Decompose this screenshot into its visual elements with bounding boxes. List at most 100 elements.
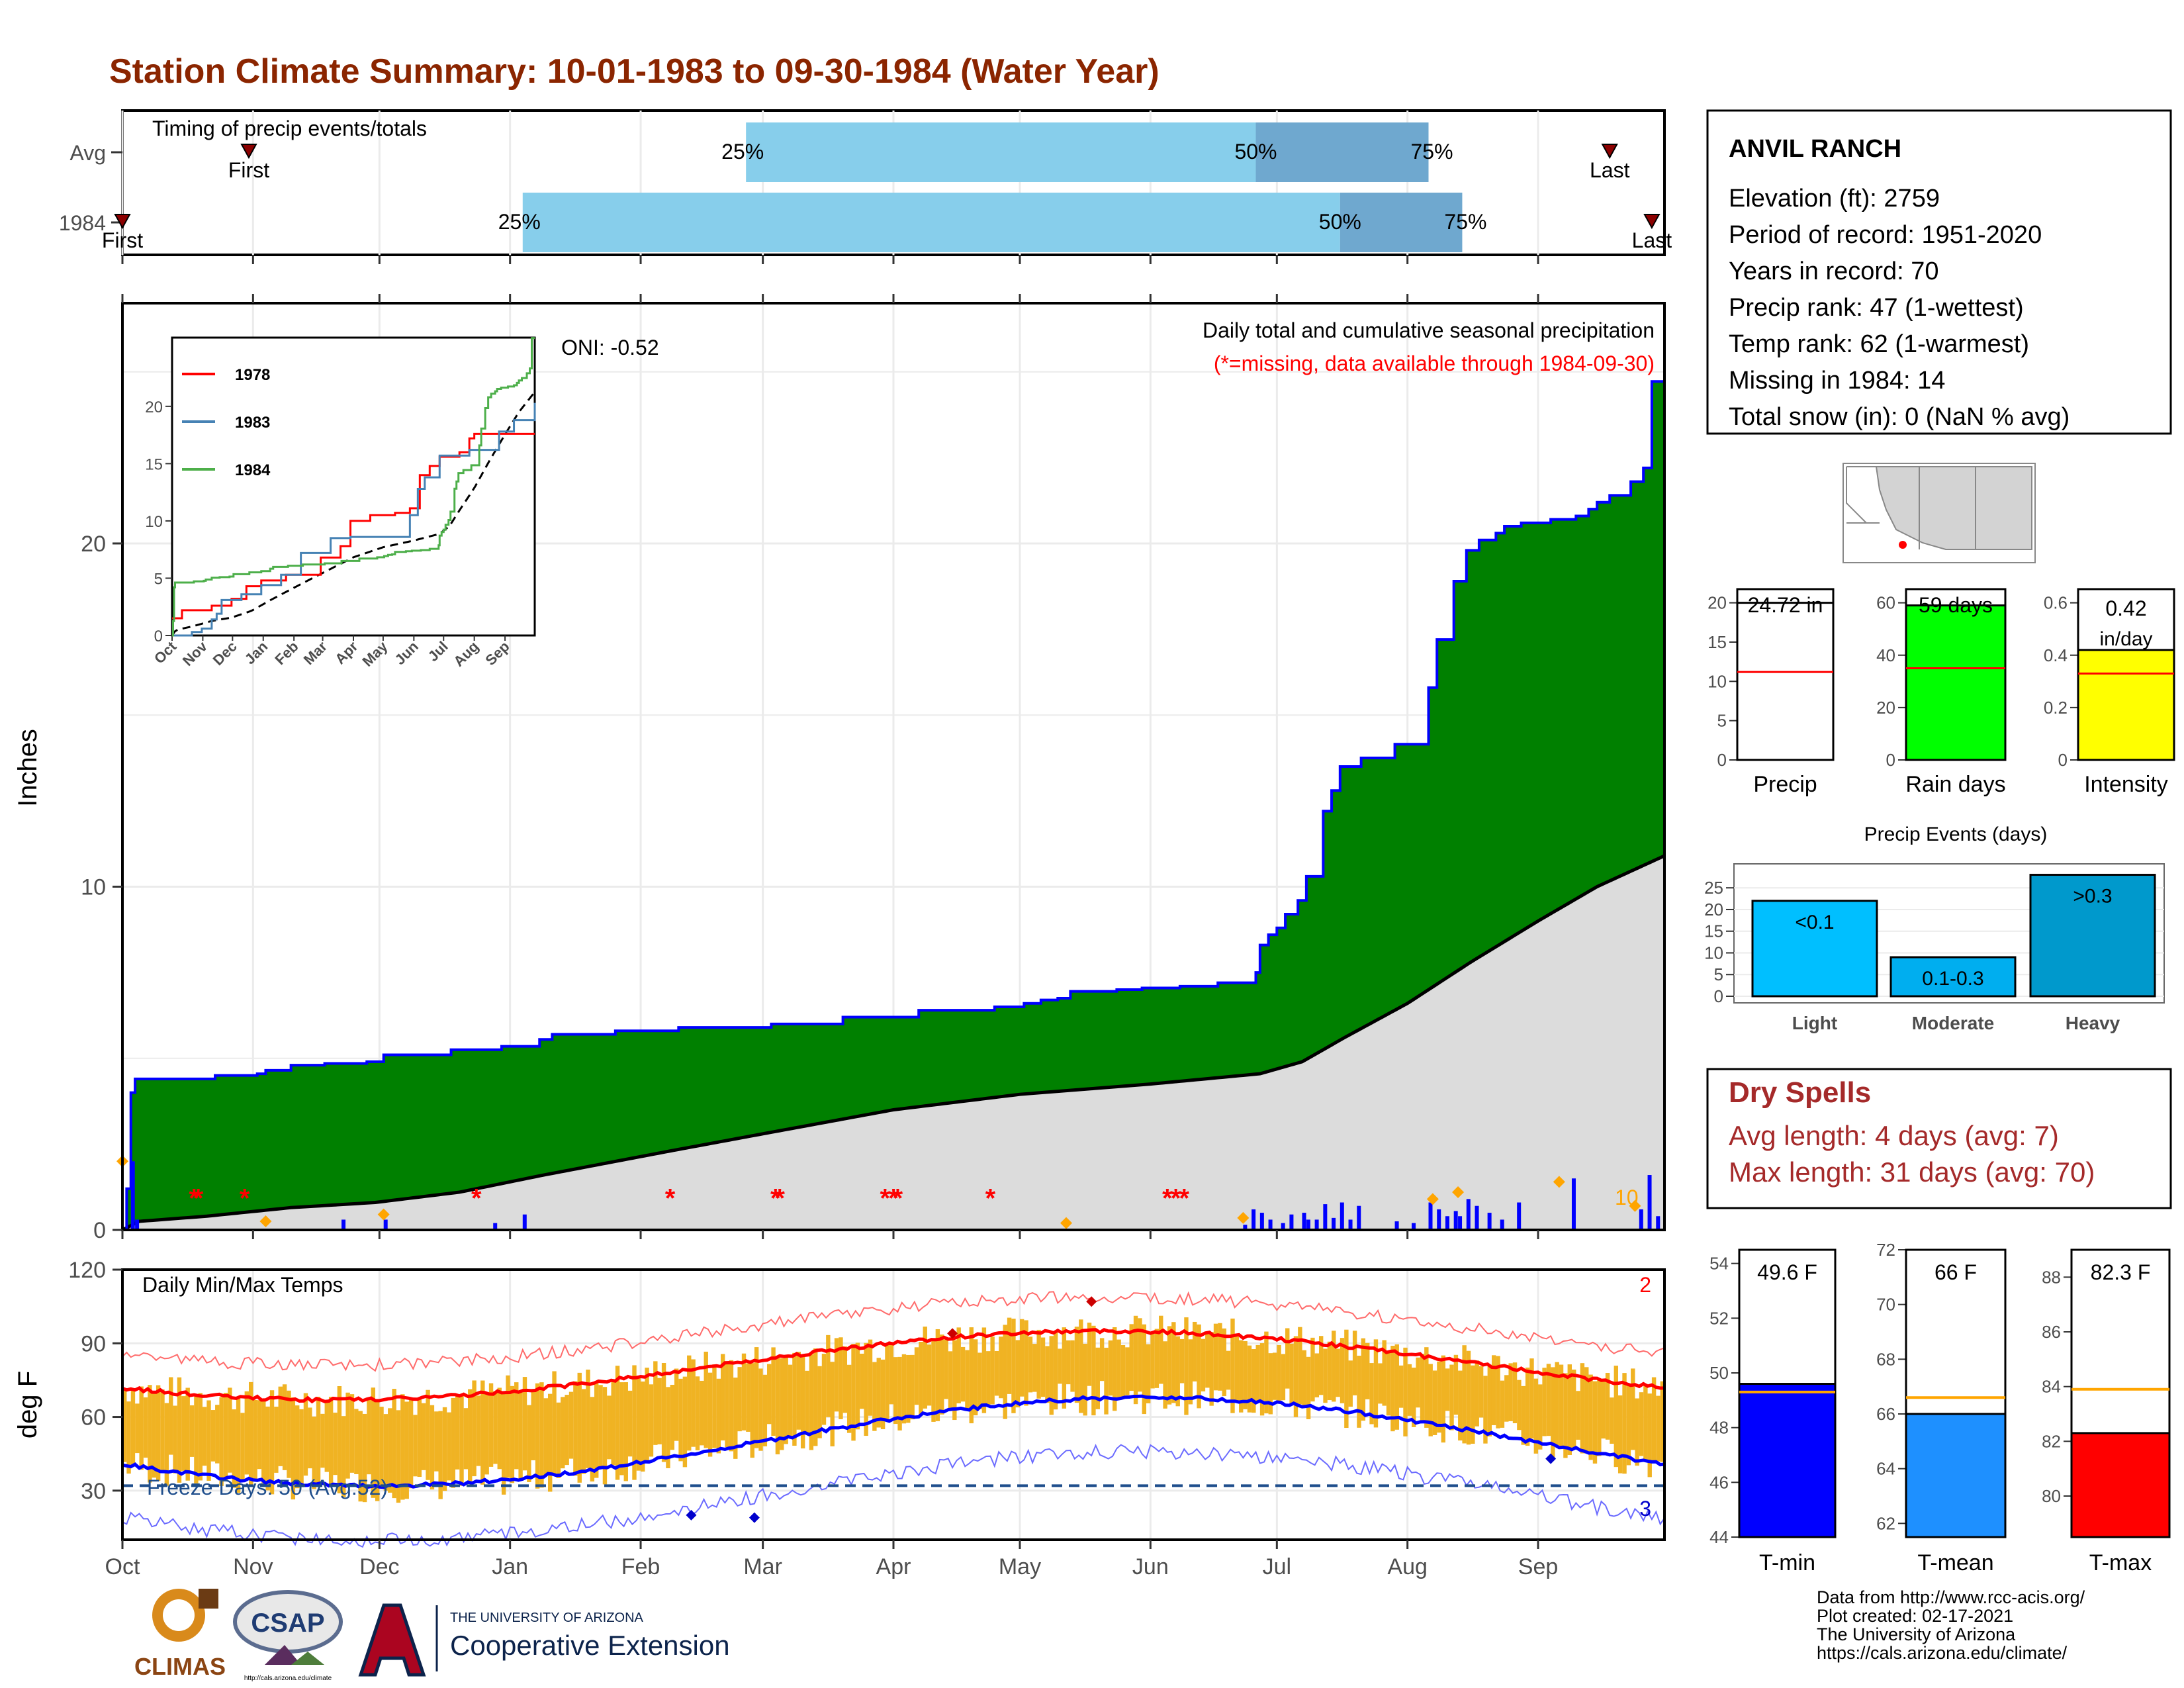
daily-temp-range-bar: [556, 1402, 561, 1478]
daily-temp-range-bar: [1120, 1344, 1126, 1398]
daily-temp-range-bar: [328, 1397, 334, 1486]
daily-temp-range-bar: [202, 1407, 207, 1466]
daily-temp-range-bar: [981, 1327, 987, 1413]
daily-temp-range-bar: [421, 1403, 426, 1470]
station-location-dot: [1899, 541, 1907, 549]
tempbar-y-tick-label: 72: [1876, 1240, 1895, 1260]
daily-temp-range-bar: [674, 1368, 679, 1441]
daily-temp-range-bar: [1365, 1342, 1370, 1399]
month-label: Jan: [492, 1554, 528, 1579]
daily-temp-range-bar: [1306, 1356, 1311, 1419]
daily-temp-range-bar: [552, 1371, 557, 1475]
inset-legend-label: 1984: [235, 461, 271, 479]
record-max-line: [122, 1291, 1665, 1372]
summary-y-tick-label: 60: [1876, 593, 1895, 613]
daily-temp-range-bar: [1310, 1337, 1315, 1402]
timing-p50-label: 50%: [1319, 210, 1361, 234]
record-marker: [1629, 1199, 1641, 1212]
station-info-box: ANVIL RANCH Elevation (ft): 2759 Period o…: [1706, 109, 2172, 435]
climas-text: CLIMAS: [134, 1653, 226, 1680]
events-y-tick-label: 10: [1704, 943, 1723, 962]
inset-series-line: [172, 402, 536, 637]
daily-temp-range-bar: [1428, 1364, 1433, 1436]
daily-temp-range-bar: [518, 1390, 523, 1481]
daily-temp-range-bar: [1095, 1347, 1100, 1409]
daily-temp-range-bar: [914, 1347, 919, 1405]
inset-y-tick-label: 15: [145, 455, 163, 473]
daily-temp-range-bar: [906, 1354, 911, 1423]
daily-temp-range-bar: [143, 1397, 148, 1458]
daily-precip-bar: [1332, 1217, 1336, 1230]
daily-temp-range-bar: [855, 1342, 860, 1430]
tempbar-name: T-min: [1759, 1550, 1815, 1575]
daily-temp-range-bar: [1651, 1377, 1657, 1463]
tempbar-y-tick-label: 66: [1876, 1404, 1895, 1424]
daily-temp-range-bar: [430, 1405, 435, 1490]
summary-bar-frame: [1905, 588, 2007, 761]
daily-temp-range-bar: [1129, 1324, 1134, 1391]
daily-temp-range-bar: [287, 1390, 291, 1478]
daily-temp-range-bar: [1062, 1327, 1067, 1409]
missing-day-marker: *: [880, 1184, 890, 1213]
daily-temp-range-bar: [687, 1355, 692, 1451]
daily-temp-range-bar: [531, 1390, 535, 1461]
station-info-line: Elevation (ft): 2759: [1729, 185, 1940, 212]
dry-title: Dry Spells: [1729, 1076, 1871, 1109]
daily-temp-range-bar: [1563, 1373, 1568, 1458]
daily-temp-range-bar: [561, 1397, 565, 1469]
record-marker: [1060, 1217, 1073, 1229]
daily-precip-bar: [1268, 1219, 1273, 1230]
daily-temp-range-bar: [278, 1386, 283, 1466]
missing-day-marker: *: [1179, 1184, 1189, 1213]
station-info-line: Missing in 1984: 14: [1729, 367, 1945, 395]
daily-temp-range-bar: [1146, 1344, 1151, 1403]
daily-temp-range-bar: [611, 1382, 615, 1466]
tempbar-y-tick-label: 70: [1876, 1295, 1895, 1315]
daily-temp-range-bar: [455, 1394, 460, 1470]
daily-temp-range-bar: [1555, 1362, 1559, 1446]
daily-temp-range-bar: [282, 1384, 287, 1470]
daily-precip-bar: [1412, 1223, 1416, 1230]
record-marker: [1452, 1186, 1465, 1198]
inset-y-tick-label: 10: [145, 513, 163, 531]
daily-temp-range-bar: [510, 1385, 515, 1483]
daily-temp-range-bar: [1024, 1320, 1028, 1406]
daily-temp-range-bar: [1588, 1374, 1593, 1460]
daily-temp-range-bar: [956, 1327, 961, 1403]
daily-temp-range-bar: [527, 1405, 531, 1482]
daily-temp-range-bar: [965, 1350, 970, 1411]
daily-temp-range-bar: [889, 1342, 894, 1405]
summary-bar-name: Rain days: [1905, 772, 2005, 797]
daily-temp-range-bar: [1259, 1343, 1265, 1416]
daily-temp-range-bar: [480, 1380, 485, 1485]
summary-bar: [2077, 649, 2175, 761]
temp-y-tick-label: 120: [68, 1258, 106, 1283]
daily-temp-range-bar: [1007, 1317, 1012, 1394]
summary-y-tick-label: 20: [1876, 698, 1895, 718]
daily-temp-range-bar: [653, 1361, 658, 1445]
daily-temp-range-bar: [253, 1400, 257, 1481]
events-bar-label: >0.3: [2073, 886, 2112, 908]
daily-temp-range-bar: [1314, 1353, 1320, 1397]
daily-temp-range-bar: [1382, 1340, 1387, 1406]
normal-min-line: [122, 1394, 1665, 1489]
daily-temp-range-bar: [821, 1354, 827, 1425]
temp-y-label: deg F: [13, 1371, 42, 1438]
daily-temp-range-bar: [1323, 1348, 1328, 1403]
daily-temp-range-bar: [1656, 1395, 1661, 1462]
daily-temp-range-bar: [978, 1352, 982, 1409]
daily-temp-range-bar: [1230, 1318, 1235, 1413]
daily-temp-range-bar: [700, 1380, 704, 1446]
missing-day-marker: *: [240, 1184, 250, 1213]
daily-temp-range-bar: [805, 1370, 809, 1434]
daily-temp-range-bar: [695, 1376, 700, 1450]
daily-temp-range-bar: [535, 1383, 540, 1489]
daily-temp-range-bar: [1352, 1331, 1357, 1395]
daily-temp-range-bar: [295, 1405, 300, 1489]
daily-temp-range-bar: [408, 1399, 414, 1489]
daily-temp-range-bar: [244, 1391, 250, 1475]
daily-temp-range-bar: [1116, 1339, 1121, 1399]
daily-temp-range-bar: [1394, 1344, 1399, 1430]
daily-temp-range-bar: [362, 1413, 367, 1503]
daily-temp-range-bar: [594, 1382, 599, 1478]
